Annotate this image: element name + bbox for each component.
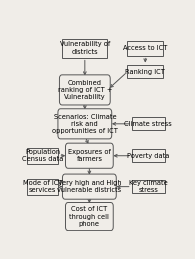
Text: Access to ICT: Access to ICT	[123, 45, 168, 51]
FancyBboxPatch shape	[132, 149, 165, 162]
Text: Combined
ranking of ICT +
Vulnerability: Combined ranking of ICT + Vulnerability	[58, 80, 112, 100]
FancyBboxPatch shape	[27, 179, 58, 195]
FancyBboxPatch shape	[58, 109, 112, 139]
FancyBboxPatch shape	[27, 148, 58, 164]
Text: Scenarios: Climate
risk and
opportunities of ICT: Scenarios: Climate risk and opportunitie…	[52, 113, 118, 134]
FancyBboxPatch shape	[132, 180, 165, 193]
Text: Exposures of
farmers: Exposures of farmers	[68, 149, 111, 162]
Text: Population
Census data: Population Census data	[22, 149, 63, 162]
FancyBboxPatch shape	[132, 117, 165, 130]
FancyBboxPatch shape	[62, 39, 107, 57]
Text: Ranking ICT: Ranking ICT	[125, 69, 165, 75]
Text: Vulnerability of
districts: Vulnerability of districts	[60, 41, 110, 55]
FancyBboxPatch shape	[62, 174, 116, 199]
Text: Climate stress: Climate stress	[124, 121, 172, 127]
FancyBboxPatch shape	[127, 66, 163, 78]
FancyBboxPatch shape	[66, 203, 113, 231]
FancyBboxPatch shape	[127, 41, 163, 55]
Text: Mode of ICT
services: Mode of ICT services	[23, 180, 62, 193]
FancyBboxPatch shape	[59, 75, 110, 105]
Text: Poverty data: Poverty data	[127, 153, 169, 159]
Text: Key climate
stress: Key climate stress	[129, 180, 168, 193]
Text: Cost of ICT
through cell
phone: Cost of ICT through cell phone	[69, 206, 109, 227]
FancyBboxPatch shape	[66, 143, 113, 168]
Text: Very high and High
vulnerable districts: Very high and High vulnerable districts	[57, 180, 121, 193]
